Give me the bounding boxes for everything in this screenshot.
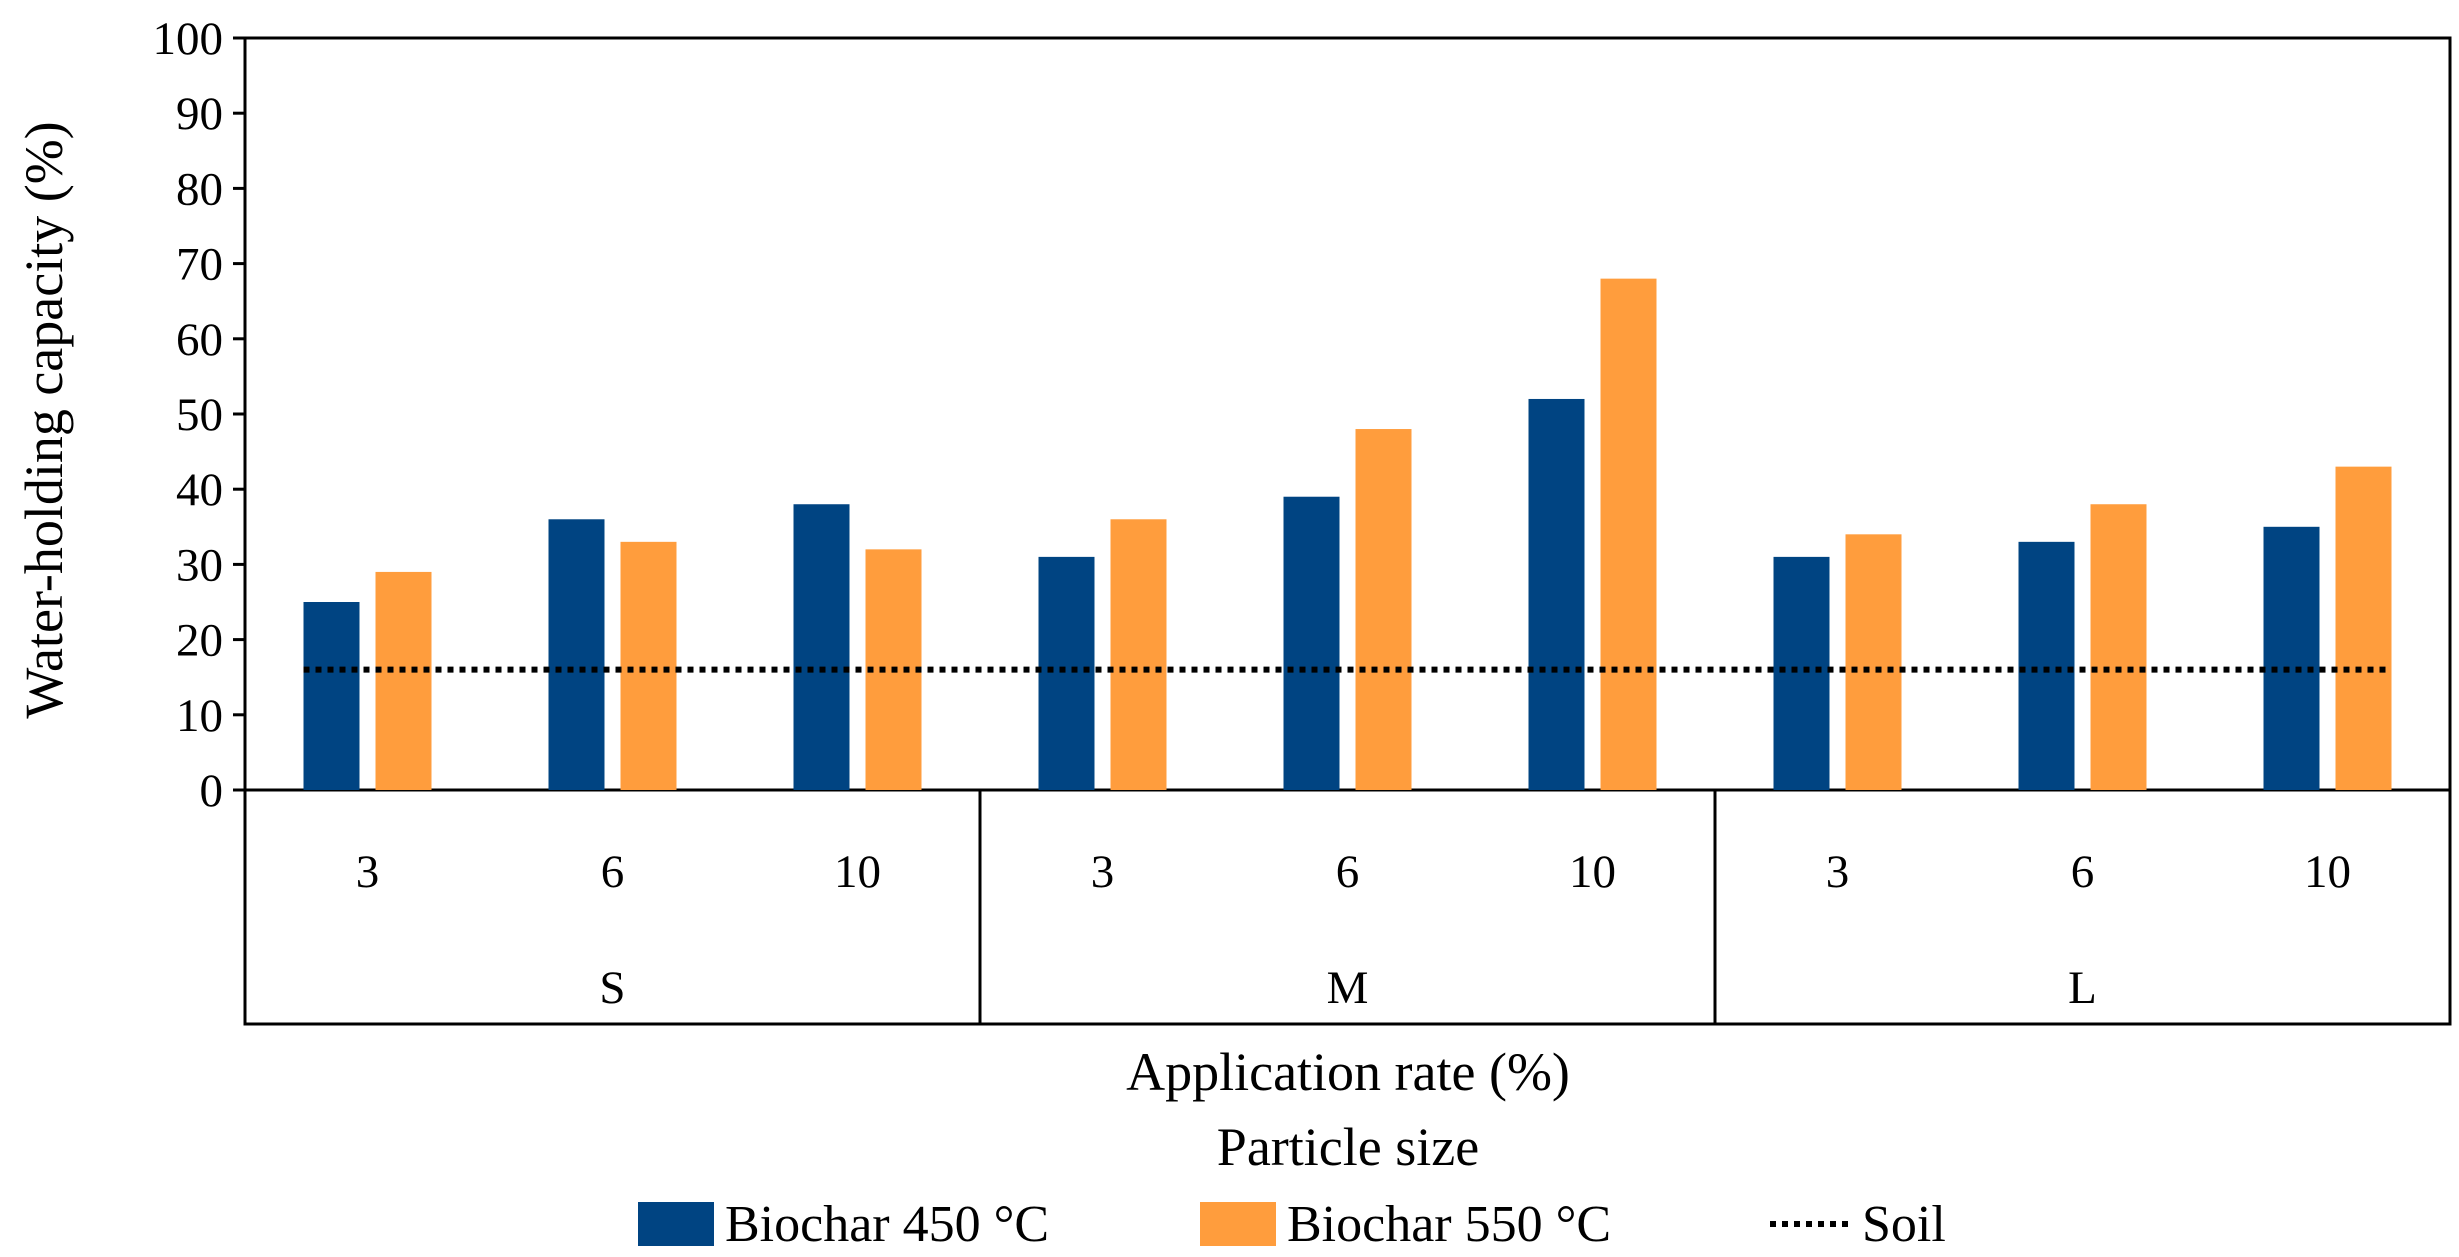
- legend-label-biochar-450: Biochar 450 °C: [725, 1196, 1049, 1253]
- y-tick-label: 90: [176, 88, 223, 140]
- y-tick-label: 50: [176, 389, 223, 441]
- bar-series1-cat8: [2018, 541, 2075, 790]
- bar-series: [303, 278, 2392, 790]
- legend: Biochar 450 °C Biochar 550 °C Soil: [638, 1196, 1946, 1253]
- bar-series2-cat8: [2090, 504, 2147, 790]
- legend-label-biochar-550: Biochar 550 °C: [1287, 1196, 1611, 1253]
- x-rate-label: 6: [2071, 846, 2095, 898]
- x-rate-label: 3: [356, 846, 380, 898]
- x-group-label: M: [1327, 962, 1369, 1014]
- y-tick-label: 0: [200, 765, 224, 817]
- y-tick-label: 10: [176, 690, 223, 742]
- legend-label-soil: Soil: [1862, 1196, 1946, 1253]
- x-rate-label: 6: [601, 846, 625, 898]
- x-rate-label: 10: [834, 846, 881, 898]
- x-rate-label: 3: [1091, 846, 1115, 898]
- x-group-label: L: [2068, 962, 2097, 1014]
- bar-series1-cat2: [548, 519, 605, 790]
- bar-series1-cat4: [1038, 556, 1095, 790]
- bar-series1-cat1: [303, 602, 360, 790]
- bar-series1-cat3: [793, 504, 850, 790]
- y-tick-label: 80: [176, 163, 223, 215]
- bar-series2-cat1: [375, 571, 432, 790]
- x-group-label: S: [599, 962, 625, 1014]
- bar-series2-cat5: [1355, 429, 1412, 790]
- bar-series1-cat7: [1773, 556, 1830, 790]
- y-tick-label: 100: [153, 13, 224, 65]
- x-rate-label: 10: [2304, 846, 2351, 898]
- legend-swatch-biochar-550: [1200, 1202, 1276, 1246]
- bar-series2-cat6: [1600, 278, 1657, 790]
- x-rate-label: 3: [1826, 846, 1850, 898]
- y-tick-label: 30: [176, 539, 223, 591]
- y-tick-label: 60: [176, 314, 223, 366]
- x-rate-label: 10: [1569, 846, 1616, 898]
- y-axis-ticks: 0 10 20 30 40 50 60 70 80 90 100: [153, 13, 245, 817]
- plot-frame: [243, 36, 2452, 1026]
- x-axis-title-rate: Application rate (%): [1126, 1042, 1570, 1102]
- bar-series1-cat5: [1283, 496, 1340, 790]
- y-axis-title: Water-holding capacity (%): [14, 121, 74, 718]
- y-tick-label: 20: [176, 615, 223, 667]
- bar-series2-cat2: [620, 541, 677, 790]
- x-axis-title-size: Particle size: [1217, 1117, 1479, 1177]
- bar-series1-cat9: [2263, 526, 2320, 790]
- bar-series2-cat7: [1845, 534, 1902, 790]
- bar-series1-cat6: [1528, 398, 1585, 790]
- bar-series2-cat9: [2335, 466, 2392, 790]
- x-rate-label: 6: [1336, 846, 1360, 898]
- bar-series2-cat4: [1110, 519, 1167, 790]
- y-tick-label: 70: [176, 239, 223, 291]
- legend-swatch-biochar-450: [638, 1202, 714, 1246]
- x-axis-categories: 3 6 10 S 3 6 10 M 3 6 10 L: [356, 790, 2351, 1024]
- y-tick-label: 40: [176, 464, 223, 516]
